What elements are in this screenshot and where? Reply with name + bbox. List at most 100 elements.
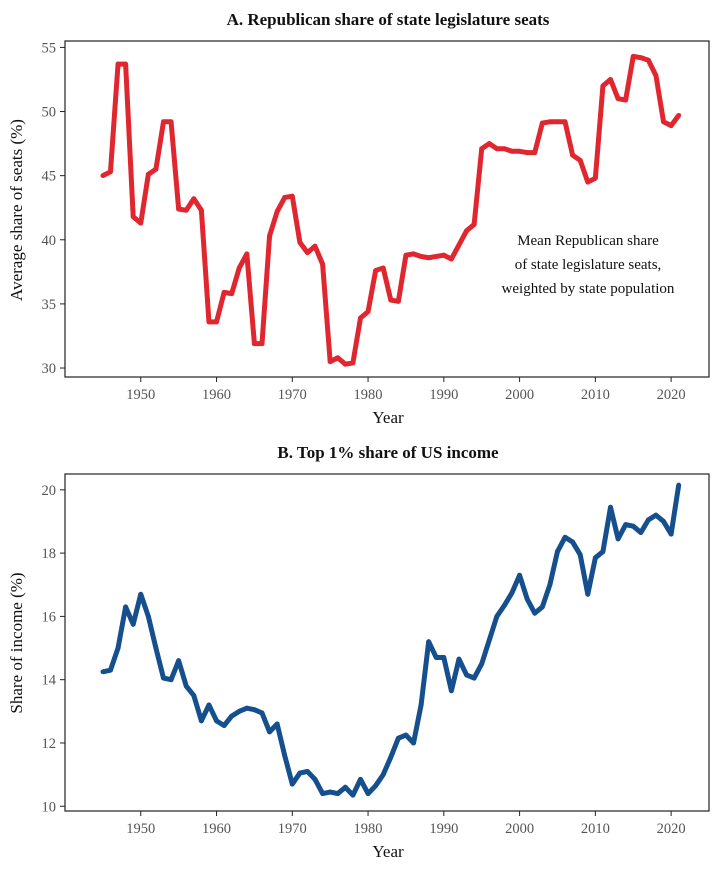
panel-b-data-point: [176, 658, 182, 664]
panel-a-x-tick-label: 2020: [657, 387, 686, 403]
panel-b-y-tick-label: 20: [42, 483, 57, 499]
panel-a-annotation-line-1: Mean Republican share: [517, 233, 659, 249]
panel-a-data-point: [608, 77, 613, 82]
panel-a-data-point: [252, 341, 257, 347]
panel-a-data-point: [426, 255, 432, 261]
panel-b-data-point: [532, 610, 538, 616]
panel-b-x-tick-label: 2020: [657, 821, 686, 837]
panel-a-data-point: [539, 120, 545, 126]
panel-b-data-point: [206, 702, 212, 708]
panel-b-data-point: [494, 613, 500, 619]
panel-b-data-point: [668, 531, 674, 537]
panel-a-data-point: [623, 97, 629, 103]
panel-a-data-point: [570, 152, 576, 158]
panel-a-data-point: [509, 148, 515, 154]
panel-a-data-point: [592, 175, 598, 181]
panel-a-data-point: [380, 265, 386, 271]
panel-a-data-point: [532, 150, 538, 155]
panel-a-data-point: [161, 119, 166, 125]
panel-a-data-point: [577, 157, 583, 163]
panel-b-data-point: [236, 708, 242, 714]
panel-a-data-point: [191, 196, 197, 202]
panel-b-data-point: [577, 552, 583, 558]
panel-a-data-point: [214, 319, 219, 325]
panel-b-data-point: [411, 740, 416, 746]
panel-b-x-tick-label: 1950: [126, 821, 155, 837]
panel-a-x-tick-label: 2010: [581, 387, 610, 403]
panel-b-data-point: [282, 753, 288, 759]
panel-b-data-point: [289, 781, 295, 787]
panel-a-data-point: [145, 171, 151, 177]
panel-a-data-point: [168, 119, 174, 125]
panel-a-data-point: [229, 291, 235, 297]
panel-a-data-point: [138, 220, 144, 226]
panel-b-data-point: [562, 534, 568, 540]
panel-b-data-point: [115, 645, 121, 651]
panel-b-data-point: [592, 555, 598, 561]
panel-b-data-point: [183, 683, 189, 689]
panel-a-data-point: [433, 254, 439, 259]
panel-a-data-point: [350, 360, 356, 366]
panel-a-data-point: [502, 146, 507, 152]
panel-b-data-point: [252, 707, 257, 713]
panel-b-data-point: [380, 772, 386, 778]
panel-b-x-tick-label: 1960: [202, 821, 231, 837]
panel-b-y-ticks: 10 12 14 16 18 20: [42, 483, 65, 815]
panel-b-data-point: [320, 791, 325, 796]
panel-b-data-point: [547, 582, 553, 588]
panel-a-x-tick-label: 1950: [126, 387, 155, 403]
panel-b-data-point: [108, 667, 113, 673]
panel-a-y-tick-label: 35: [42, 297, 57, 313]
panel-a-data-point: [198, 207, 204, 213]
panel-a-data-point: [388, 297, 394, 303]
panel-a-data-point: [630, 53, 636, 59]
panel-a-data-point: [259, 341, 265, 347]
panel-a-y-tick-label: 30: [42, 361, 57, 377]
panel-b-data-point: [327, 789, 333, 795]
panel-a-data-point: [464, 228, 469, 234]
panel-b-data-point: [373, 783, 379, 789]
panel-a-data-point: [100, 173, 106, 179]
panel-b-y-tick-label: 10: [42, 799, 57, 815]
panel-b-data-point: [244, 705, 250, 711]
panel-b-title: B. Top 1% share of US income: [277, 443, 499, 462]
panel-a-data-point: [373, 268, 379, 273]
panel-a-data-point: [615, 96, 621, 102]
panel-b-data-point: [570, 539, 576, 545]
panel-a-data-point: [403, 252, 409, 258]
panel-a-data-point: [486, 141, 492, 146]
panel-b-data-point: [229, 713, 235, 719]
panel-a-data-point: [668, 123, 674, 129]
panel-b-data-point: [608, 504, 613, 510]
panel-b-y-tick-label: 12: [42, 736, 57, 752]
panel-b-data-point: [395, 735, 401, 741]
panel-b-data-point: [661, 519, 666, 524]
panel-a-data-point: [267, 233, 272, 239]
panel-b-data-point: [274, 721, 280, 727]
panel-a-data-point: [358, 315, 363, 321]
panel-b-data-point: [555, 549, 560, 554]
panel-a-data-point: [449, 256, 454, 262]
panel-b: B. Top 1% share of US income 1950 1960 197…: [7, 443, 710, 861]
panel-b-data-point: [479, 661, 485, 667]
panel-b-x-tick-label: 2010: [581, 821, 610, 837]
panel-a-data-point: [676, 112, 682, 118]
panel-a-data-point: [206, 319, 212, 325]
panel-b-data-point: [312, 776, 318, 782]
panel-a-y-tick-label: 45: [42, 169, 57, 185]
panel-b-data-point: [600, 549, 606, 554]
panel-a-data-point: [653, 73, 659, 79]
panel-b-data-point: [433, 655, 439, 660]
panel-a-x-axis-title: Year: [372, 408, 404, 427]
panel-a-data-point: [441, 252, 447, 258]
panel-a-data-point: [342, 361, 348, 367]
panel-a-annotation-line-3: weighted by state population: [502, 281, 675, 297]
panel-b-data-point: [168, 677, 174, 683]
panel-a-frame: [64, 40, 710, 378]
panel-a-data-point: [289, 193, 295, 199]
panel-b-data-point: [335, 791, 341, 796]
panel-b-data-point: [585, 591, 591, 597]
panel-a-x-tick-label: 1990: [429, 387, 458, 403]
